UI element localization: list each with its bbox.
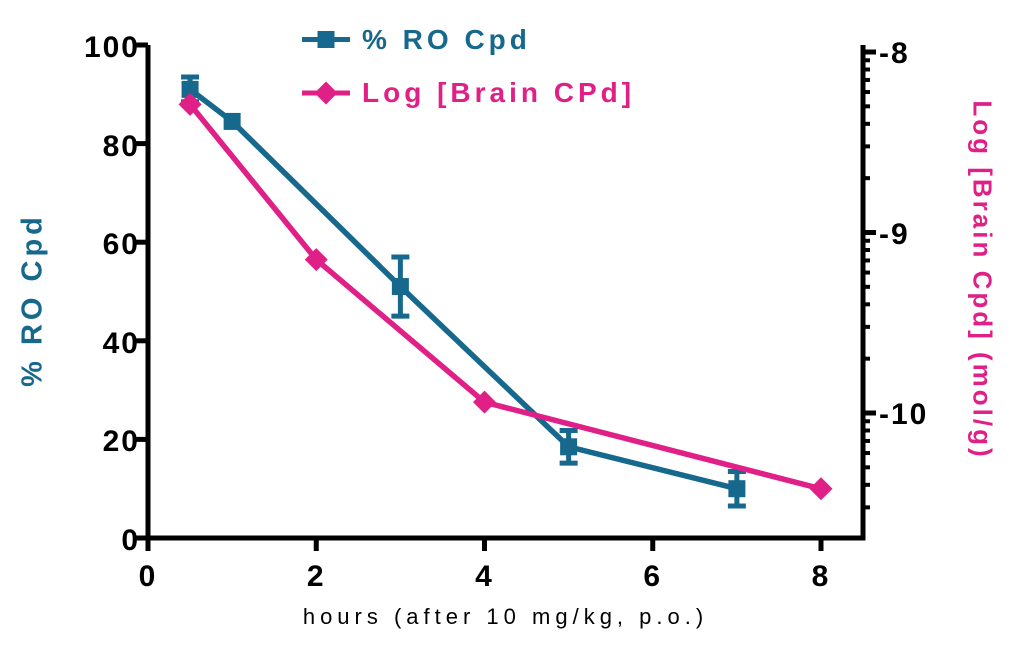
left-axis-tick-label-40: 40 (102, 326, 140, 360)
right-axis-tick-label--9: -9 (879, 217, 910, 251)
left-axis-tick-label-60: 60 (102, 228, 140, 262)
left-axis-tick-label-80: 80 (102, 129, 140, 163)
legend-diamond-marker (314, 81, 338, 105)
x-axis-tick-label-8: 8 (811, 560, 831, 593)
right-y-axis-title: Log [Brain Cpd] (mol/g) (967, 100, 998, 460)
left-axis-tick-label-20: 20 (102, 425, 140, 459)
series-ro-cpd-error-bars (181, 74, 746, 509)
left-axis-tick-label-100: 100 (83, 31, 140, 64)
x-axis-tick-label-2: 2 (306, 560, 326, 593)
series-ro-cpd-markers (181, 80, 746, 498)
x-axis-title: hours (after 10 mg/kg, p.o.) (302, 604, 709, 629)
left-y-axis-title: % RO Cpd (16, 213, 49, 387)
legend-swatches (302, 31, 350, 105)
x-axis-ticks (145, 538, 824, 551)
legend-square-marker (317, 31, 335, 48)
x-axis-tick-label-4: 4 (475, 560, 494, 593)
right-axis-tick-label--8: -8 (879, 37, 910, 70)
right-axis-major-ticks (863, 49, 876, 416)
left-axis-ticks (135, 42, 148, 541)
legend-item-log-brain-cpd-label: Log [Brain CPd] (362, 77, 636, 108)
right-axis-minor-ticks (863, 58, 870, 510)
legend-item-ro-cpd-label: % RO Cpd (362, 24, 531, 55)
right-axis-tick-label--10: -10 (879, 398, 929, 431)
axes-frame (145, 45, 866, 541)
series-log-brain-cpd-markers (178, 92, 833, 501)
left-axis-tick-label-0: 0 (121, 524, 140, 557)
series-log-brain-cpd-line (187, 102, 822, 492)
series-ro-cpd-line (188, 87, 738, 492)
x-axis-tick-label-0: 0 (138, 560, 158, 593)
x-axis-tick-label-6: 6 (643, 560, 663, 593)
